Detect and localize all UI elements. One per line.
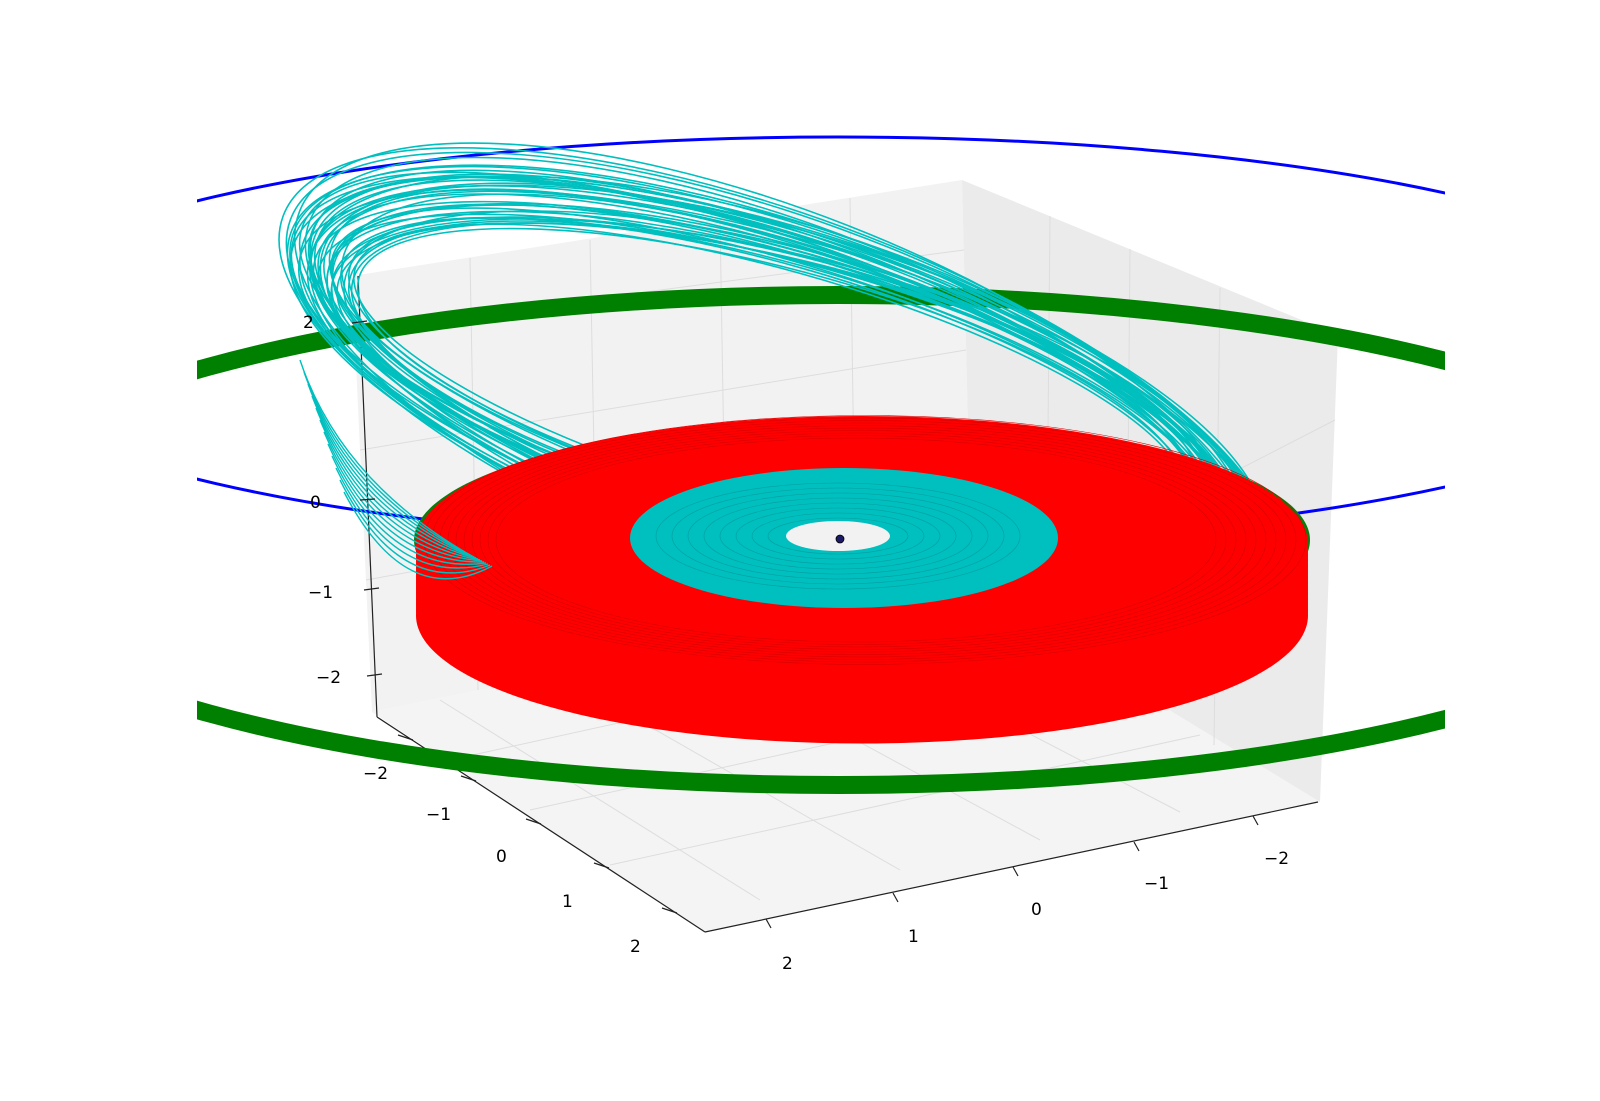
cyan-orbit-front-line (303, 371, 473, 557)
red-disc-ring (431, 417, 1297, 663)
x-tick-label: −1 (1144, 874, 1169, 894)
cyan-orbit-front-line (311, 395, 477, 559)
x-axis-ticks (765, 815, 1259, 929)
red-disc-ring (495, 437, 1217, 643)
y-axis-ticks (397, 734, 678, 914)
red-disc-ring (447, 422, 1277, 658)
data-layer (197, 135, 1445, 794)
cyan-inner-ring (671, 487, 1005, 585)
grid-line (609, 734, 1201, 866)
x-axis-line (704, 801, 1319, 933)
z-axis-ticks (351, 320, 383, 677)
y-tick-label: −1 (426, 805, 451, 825)
cyan-inner-ring (767, 517, 909, 555)
grid-line (439, 699, 761, 901)
cyan-inner-ring (735, 507, 941, 565)
cyan-orbit-front-line (343, 491, 493, 580)
cyan-inner-ring (703, 497, 973, 575)
y-tick-label: 2 (630, 937, 641, 957)
cyan-orbit-front-line (299, 359, 471, 556)
green-orbit-front (197, 700, 1445, 794)
x-tick-label: −2 (1264, 849, 1289, 869)
z-tick-label: 0 (310, 493, 321, 513)
x-tick-label: 1 (908, 927, 919, 947)
cyan-inner-ring (687, 492, 989, 580)
red-disc-ring (423, 415, 1307, 665)
red-disc-ring (455, 425, 1267, 655)
cyan-inner-ring (719, 502, 957, 570)
cyan-inner-ring (751, 512, 925, 560)
cyan-orbit-front-line (319, 419, 481, 561)
z-tick-label: −1 (308, 583, 333, 603)
cyan-orbit-front-line (315, 407, 479, 560)
cyan-inner-ring (655, 482, 1021, 590)
y-tick-label: 0 (496, 847, 507, 867)
cyan-orbit-front-line (335, 467, 489, 569)
red-disc-ring (463, 427, 1257, 653)
cyan-orbit-front-line (339, 479, 491, 574)
cyan-orbit-front-line (323, 431, 483, 562)
y-tick-label: 1 (562, 892, 573, 912)
x-tick-label: 0 (1031, 900, 1042, 920)
green-orbit-back (197, 286, 1445, 380)
cyan-orbit-front-line (307, 383, 475, 558)
cyan-orbit-front-line (331, 455, 487, 565)
center-point (835, 534, 845, 544)
red-disc-ring (479, 432, 1237, 648)
x-tick-label: 2 (782, 954, 793, 974)
red-disc-ring (471, 430, 1247, 650)
z-tick-label: 2 (303, 313, 314, 333)
z-tick-label: −2 (316, 668, 341, 688)
red-disc-ring (487, 435, 1227, 645)
y-tick-label: −2 (363, 764, 388, 784)
cyan-orbit-front-line (327, 443, 485, 563)
